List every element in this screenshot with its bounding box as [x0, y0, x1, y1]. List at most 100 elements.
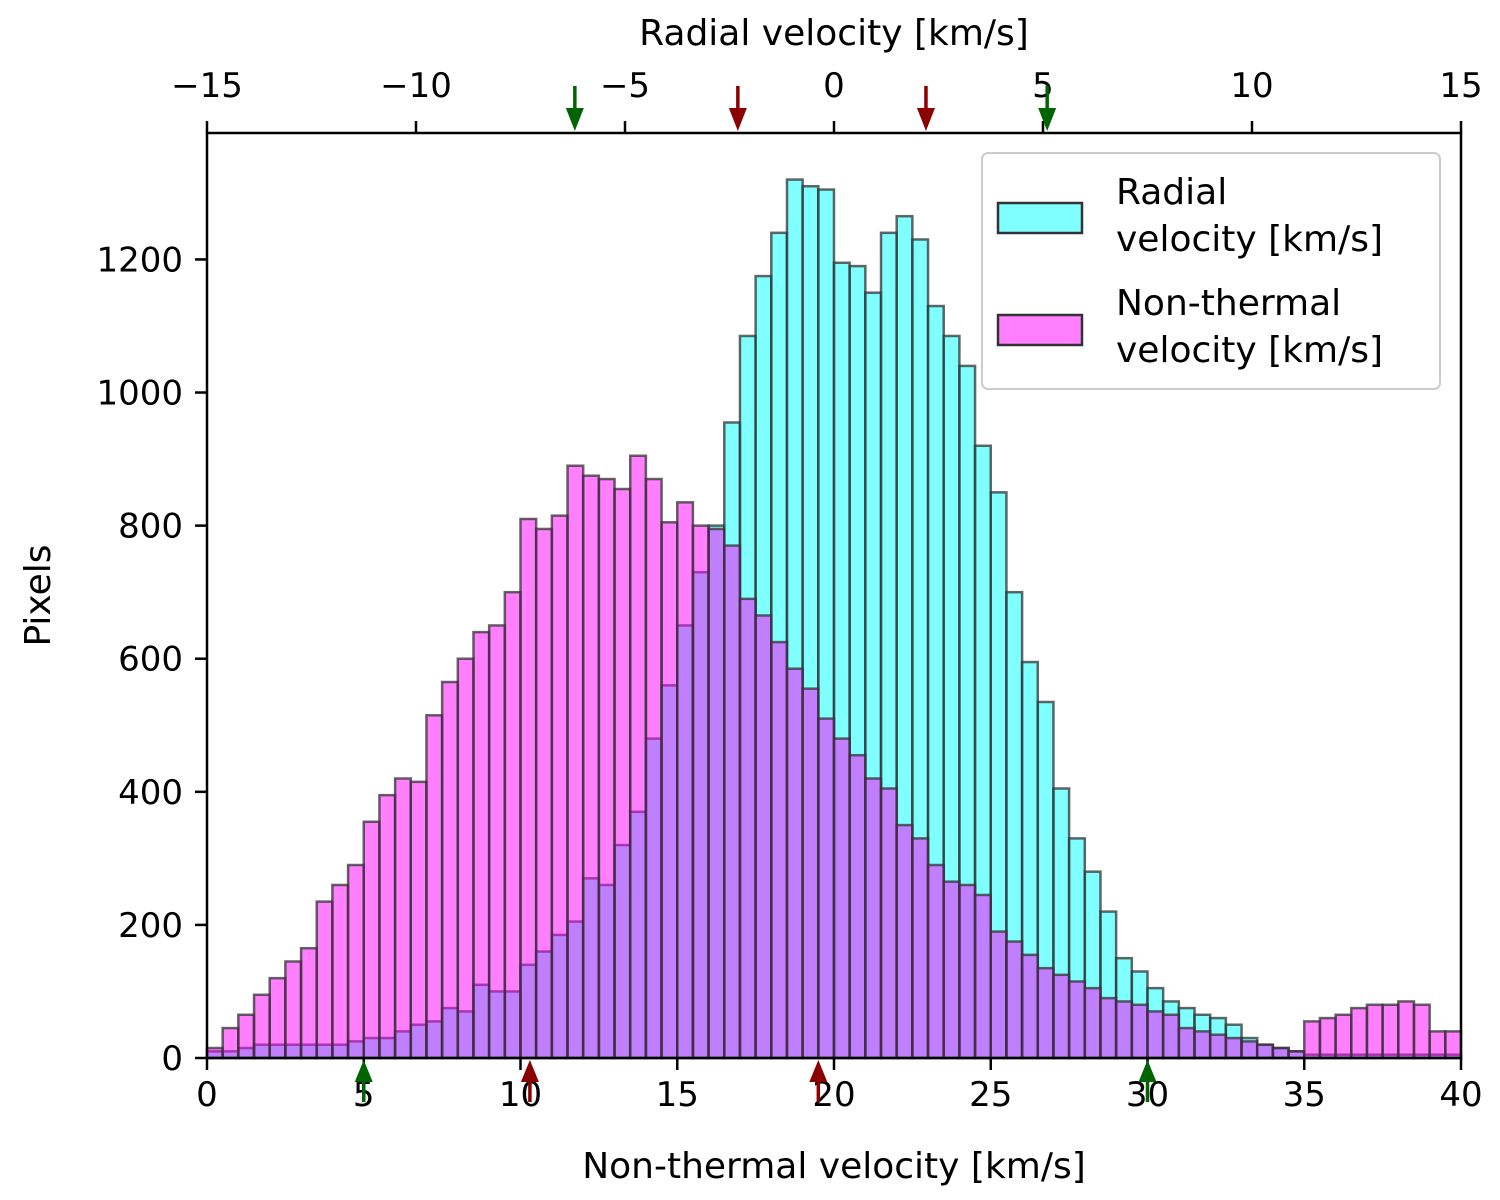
histogram-bar [1052, 973, 1071, 1060]
histogram-bar [221, 1026, 240, 1060]
histogram-bar [1130, 1003, 1149, 1060]
x-tick-label-top: 10 [1230, 66, 1273, 106]
histogram-bar [785, 667, 804, 1060]
arrow-top-head [728, 108, 747, 131]
histogram-bar [1224, 1036, 1243, 1060]
legend-label-radial-line1: Radial [1116, 172, 1227, 213]
legend: Radial velocity [km/s] Non-thermal veloc… [981, 152, 1441, 390]
histogram-bar [817, 717, 836, 1060]
histogram-bar [503, 590, 522, 1060]
y-tick-label: 400 [118, 773, 183, 813]
histogram-bar [1350, 1006, 1369, 1060]
x-axis-title-bottom: Non-thermal velocity [km/s] [582, 1146, 1086, 1187]
x-tick-label-top: −5 [600, 66, 650, 106]
histogram-bar [534, 527, 554, 1060]
histogram-bar [1083, 986, 1102, 1060]
legend-label-nonthermal-line1: Non-thermal [1116, 283, 1341, 324]
x-tick-label-top: −15 [171, 66, 243, 106]
histogram-bar [1334, 1013, 1353, 1060]
histogram-bar [1193, 1030, 1212, 1060]
marker-arrows [354, 86, 1157, 1102]
histogram-bar [628, 454, 648, 1060]
histogram-bar [660, 521, 679, 1060]
histogram-bar [801, 687, 820, 1060]
histogram-bar [252, 993, 271, 1060]
histogram-bar [832, 737, 851, 1060]
bottom-axis: 0510152025303540 [196, 1058, 1483, 1115]
histogram-bar [754, 614, 773, 1060]
arrow-bottom-head [809, 1060, 828, 1082]
legend-label-radial-line2: velocity [km/s] [1116, 219, 1383, 260]
legend-box [981, 152, 1441, 390]
histogram-bar [613, 487, 632, 1060]
x-tick-label-top: 15 [1439, 66, 1482, 106]
histogram-bar [1444, 1030, 1463, 1060]
histogram-bar [315, 900, 334, 1060]
y-tick-label: 1000 [96, 374, 183, 414]
histogram-bar [1020, 953, 1040, 1060]
histogram-bar [299, 946, 318, 1060]
histogram-bar [911, 837, 930, 1060]
legend-swatch-nonthermal [996, 313, 1084, 347]
histogram-bar [362, 820, 381, 1060]
histogram-bar [1397, 1000, 1416, 1060]
x-tick-label-top: 0 [823, 66, 845, 106]
y-axis: 0 200 400 600 800 1000 1200 [96, 240, 207, 1079]
histogram-bar [848, 753, 867, 1060]
y-tick-label: 0 [161, 1039, 183, 1079]
arrow-bottom-head [354, 1060, 373, 1082]
histogram-bar [1067, 980, 1087, 1060]
y-tick-label: 200 [118, 906, 183, 946]
top-axis: −15 −10 −5 0 5 10 15 [171, 66, 1483, 133]
histogram-bar [456, 657, 475, 1060]
histogram-bar [973, 893, 993, 1060]
histogram-bar [864, 777, 883, 1060]
histogram-bar [566, 464, 585, 1060]
histogram-bar [926, 863, 945, 1060]
y-tick-label: 1200 [96, 240, 183, 280]
histogram-bar [989, 930, 1008, 1060]
x-tick-label-top: −10 [380, 66, 452, 106]
histogram-bar [1161, 1013, 1181, 1060]
histogram-bar [1005, 940, 1024, 1060]
histogram-bar [346, 863, 366, 1060]
histogram-bar [691, 524, 710, 1060]
arrow-top-head [565, 108, 584, 131]
histogram-bar [581, 474, 601, 1060]
histogram-bar [378, 793, 397, 1060]
histogram-bar [1114, 1000, 1134, 1060]
arrow-bottom-head [520, 1060, 539, 1082]
histogram-bar [472, 630, 491, 1060]
histogram-bar [1271, 1046, 1290, 1060]
x-tick-label-top: 5 [1032, 66, 1054, 106]
x-tick-label-bottom: 35 [1283, 1075, 1326, 1115]
histogram-bar [393, 777, 413, 1060]
histogram-bar [519, 517, 538, 1060]
histogram-bar [440, 680, 460, 1060]
histogram-bar [1240, 1040, 1259, 1060]
histogram-bar [237, 1013, 256, 1060]
arrow-bottom-head [1138, 1060, 1157, 1082]
histogram-bar [738, 597, 757, 1060]
histogram-bar [331, 883, 350, 1060]
legend-swatch-radial [996, 201, 1084, 235]
histogram-bar [1428, 1030, 1447, 1060]
histogram-bar [1255, 1043, 1275, 1060]
histogram-bar [425, 714, 444, 1060]
histogram-bar [597, 477, 616, 1060]
histogram-bar [723, 544, 742, 1060]
histogram-bar [1208, 1033, 1228, 1060]
y-tick-label: 600 [118, 640, 183, 680]
histogram-bar [205, 1046, 224, 1060]
histogram-bar [1318, 1016, 1337, 1060]
histogram-bar [942, 880, 961, 1060]
histogram-bar [770, 640, 789, 1060]
arrow-top-head [1038, 108, 1057, 131]
y-tick-label: 800 [118, 507, 183, 547]
histogram-bar [1381, 1003, 1400, 1060]
y-axis-title: Pixels [18, 544, 59, 646]
histogram-bar [487, 624, 507, 1060]
histogram-bar [895, 823, 914, 1060]
histogram-bar [550, 514, 569, 1060]
